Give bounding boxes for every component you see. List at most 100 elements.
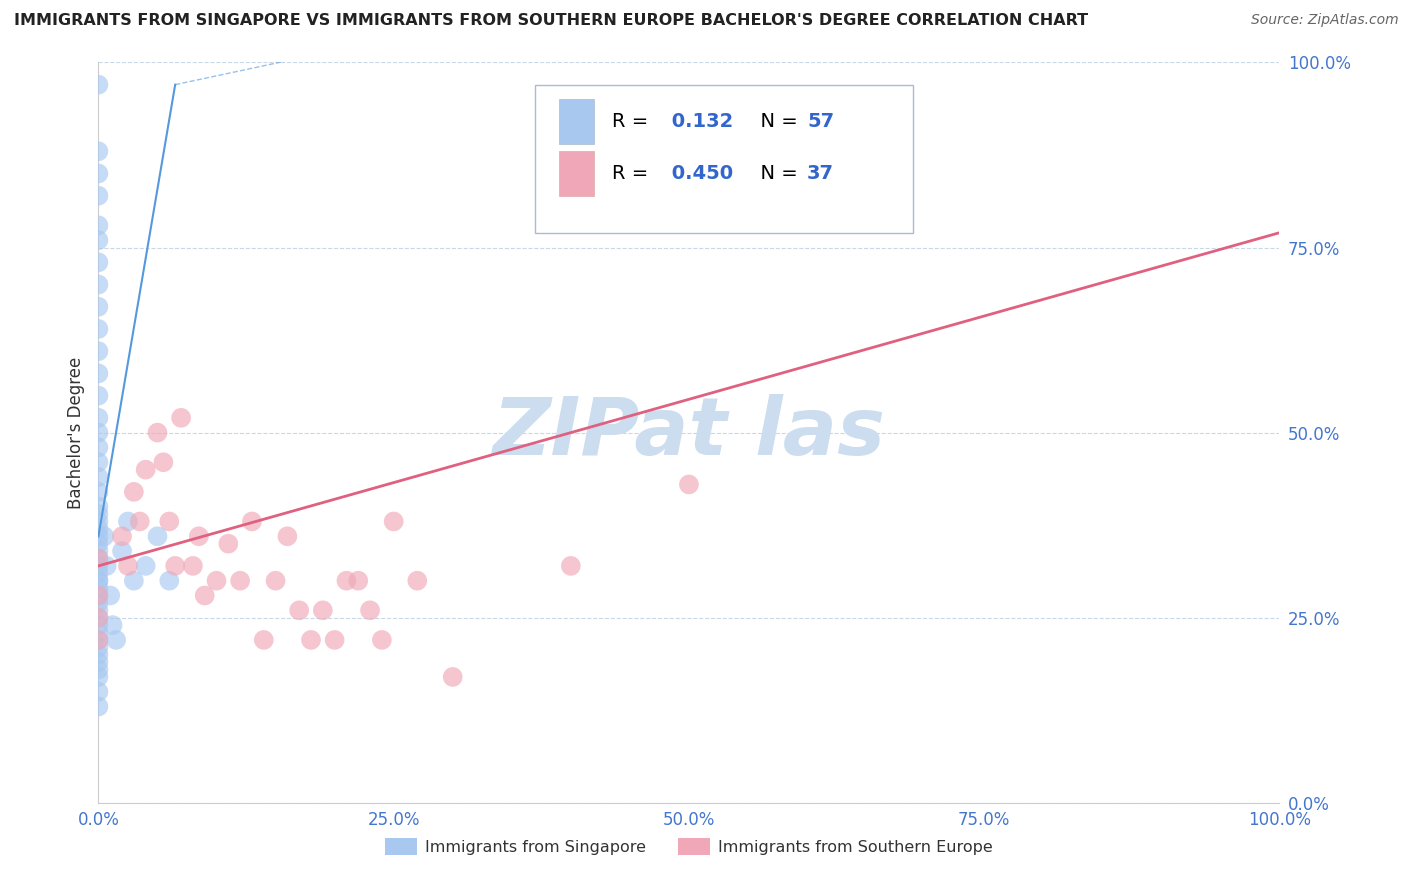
Point [264,574,287,588]
Point [371,632,394,647]
Point [312,603,335,617]
Point [87,551,110,566]
Point [87,632,110,647]
Point [111,544,134,558]
Point [441,670,464,684]
Point [87,536,110,550]
Point [87,388,110,402]
Point [135,558,157,573]
Point [87,367,110,381]
Point [87,603,110,617]
Text: R =: R = [612,112,655,131]
Point [87,670,110,684]
Point [87,581,110,595]
Point [87,188,110,202]
Point [87,455,110,469]
Point [146,529,169,543]
Point [87,574,110,588]
Text: N =: N = [748,112,804,131]
Point [87,344,110,359]
Point [87,648,110,662]
Text: 57: 57 [807,112,834,131]
Point [122,484,145,499]
Point [87,589,110,603]
FancyBboxPatch shape [560,99,595,144]
Point [87,618,110,632]
Point [560,558,582,573]
Point [406,574,429,588]
Point [217,536,239,550]
Point [87,589,110,603]
Point [87,322,110,336]
Point [105,632,128,647]
Point [87,529,110,543]
Point [87,596,110,610]
Point [87,515,110,529]
Legend: Immigrants from Singapore, Immigrants from Southern Europe: Immigrants from Singapore, Immigrants fr… [378,832,1000,862]
Point [87,640,110,655]
Point [87,663,110,677]
Point [229,574,252,588]
Point [152,455,174,469]
Point [170,410,193,425]
Point [87,145,110,159]
Y-axis label: Bachelor's Degree: Bachelor's Degree [66,357,84,508]
Point [128,515,150,529]
Point [98,589,121,603]
Point [96,558,118,573]
Point [87,233,110,247]
Point [87,574,110,588]
Point [87,470,110,484]
Text: 0.450: 0.450 [665,164,734,183]
Point [194,589,217,603]
Point [87,425,110,440]
Point [87,655,110,669]
Point [240,515,263,529]
Point [157,515,180,529]
Point [299,632,322,647]
Point [117,515,139,529]
Point [165,558,187,573]
Point [87,255,110,269]
FancyBboxPatch shape [560,152,595,195]
Text: ZIPat las: ZIPat las [492,393,886,472]
Point [87,544,110,558]
Point [87,166,110,180]
Point [87,219,110,233]
Point [87,484,110,499]
Point [276,529,298,543]
Point [678,477,700,491]
Point [157,574,180,588]
Point [205,574,228,588]
Point [87,410,110,425]
Point [87,441,110,455]
Point [146,425,169,440]
Text: Source: ZipAtlas.com: Source: ZipAtlas.com [1251,13,1399,28]
Point [187,529,209,543]
Point [87,610,110,624]
Point [122,574,145,588]
Point [87,277,110,292]
Point [253,632,276,647]
Point [323,632,346,647]
Point [87,507,110,521]
Point [87,610,110,624]
Point [335,574,357,588]
Point [347,574,370,588]
Point [382,515,405,529]
Point [359,603,381,617]
Point [87,685,110,699]
FancyBboxPatch shape [536,85,914,233]
Point [87,566,110,581]
Point [288,603,311,617]
Point [135,462,157,476]
Point [87,625,110,640]
Text: 37: 37 [807,164,834,183]
Point [87,558,110,573]
Point [87,500,110,514]
Point [87,699,110,714]
Text: R =: R = [612,164,655,183]
Point [87,522,110,536]
Point [93,529,115,543]
Point [181,558,204,573]
